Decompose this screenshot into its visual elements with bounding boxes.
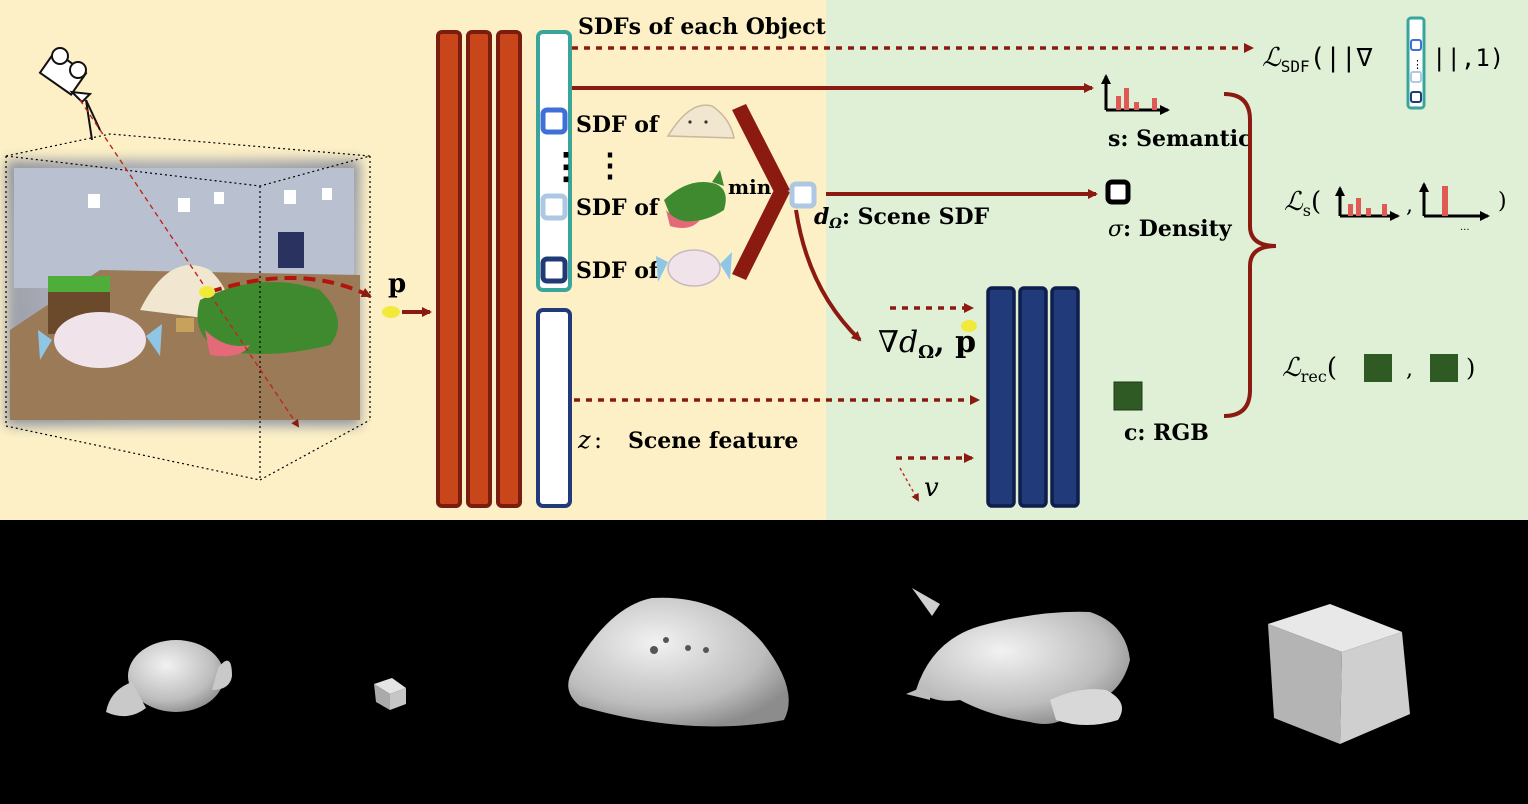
density-text: : Density bbox=[1123, 216, 1233, 242]
scene-sdf-symbol: d bbox=[814, 204, 829, 230]
gradient-symbol: ∇d bbox=[878, 325, 918, 360]
loss-semantic-gt-hist bbox=[1419, 182, 1490, 221]
loss-sdf-close: ||,1) bbox=[1432, 44, 1504, 72]
loss-rec-sub: rec bbox=[1301, 367, 1327, 386]
mesh-grass-cube bbox=[1268, 604, 1410, 744]
loss-s-open: ( bbox=[1311, 187, 1321, 217]
loss-s-sub: s bbox=[1303, 201, 1311, 220]
sdf-obj1-cell bbox=[540, 107, 568, 135]
outputs-brace bbox=[1223, 92, 1277, 418]
scene-sdf-label: dΩ: Scene SDF bbox=[814, 204, 990, 232]
loss-semantic-comma: , bbox=[1406, 193, 1413, 218]
sdf-obj2-cell bbox=[540, 193, 568, 221]
camera-ray bbox=[79, 99, 300, 428]
arrow-scene-sdf-to-gradient bbox=[794, 209, 862, 342]
loss-semantic-ellipsis: ... bbox=[1460, 222, 1470, 233]
semantic-label: s: Semantic bbox=[1108, 126, 1252, 152]
loss-rec-L: ℒ bbox=[1282, 353, 1302, 383]
gradient-label: ∇dΩ, p bbox=[878, 325, 976, 363]
scene-sdf-cell bbox=[789, 181, 817, 209]
loss-rec-open: ( bbox=[1327, 353, 1337, 383]
rgb-swatch bbox=[1113, 381, 1143, 411]
scene-photo bbox=[6, 160, 360, 426]
loss-sdf-cell-3 bbox=[1410, 91, 1422, 103]
camera-icon bbox=[38, 47, 101, 141]
loss-semantic-close: ) bbox=[1498, 189, 1507, 214]
semantic-text: : Semantic bbox=[1120, 126, 1251, 152]
loss-rec: ℒrec( bbox=[1282, 353, 1337, 386]
z-colon: : bbox=[594, 426, 602, 454]
object-thumb-crocodile bbox=[664, 170, 726, 228]
loss-sdf-L: ℒ bbox=[1262, 43, 1282, 73]
scene-sdf-sub: Ω bbox=[828, 216, 842, 232]
sdf-obj3-cell bbox=[540, 256, 568, 284]
semantic-histogram-icon bbox=[1101, 74, 1170, 115]
loss-sdf: ℒSDF(||∇ bbox=[1262, 43, 1373, 76]
scene-sdf-text: : Scene SDF bbox=[842, 204, 990, 230]
object-sdf-column bbox=[536, 30, 572, 292]
gradient-sub: Ω bbox=[918, 342, 934, 363]
point-p-label: p bbox=[388, 269, 406, 299]
view-dir-label: v bbox=[924, 473, 939, 503]
loss-sdf-cell-1 bbox=[1410, 39, 1422, 51]
density-label: σ: Density bbox=[1108, 216, 1233, 242]
object-thumb-rice-ball bbox=[666, 104, 735, 139]
loss-semantic-pred-hist bbox=[1335, 186, 1400, 221]
sdf-of-label-1: SDF of bbox=[576, 112, 660, 138]
rgb-key: c bbox=[1124, 420, 1137, 446]
loss-semantic: ℒs( bbox=[1284, 187, 1321, 220]
loss-sdf-cell-2 bbox=[1410, 71, 1422, 83]
scene-feature-column bbox=[536, 308, 572, 508]
semantic-key: s bbox=[1108, 126, 1120, 152]
mesh-rice-ball bbox=[568, 597, 789, 727]
min-operator-chevron bbox=[732, 104, 790, 280]
encoder-mlp bbox=[436, 30, 522, 508]
mesh-crocodile bbox=[906, 588, 1130, 725]
sdfs-of-each-object-label: SDFs of each Object bbox=[578, 14, 827, 40]
rgb-text: : RGB bbox=[1137, 420, 1208, 446]
loss-rec-close: ) bbox=[1466, 354, 1475, 382]
density-key: σ bbox=[1108, 217, 1124, 242]
density-icon bbox=[1105, 179, 1131, 205]
sampled-ray-arc bbox=[209, 275, 372, 298]
rgb-label: c: RGB bbox=[1124, 420, 1209, 446]
loss-rec-pred-swatch bbox=[1364, 354, 1392, 382]
min-label: min bbox=[728, 175, 772, 199]
sdf-of-vdots: ⋮ bbox=[594, 146, 626, 184]
loss-rec-comma: , bbox=[1406, 357, 1413, 382]
sdf-of-label-3: SDF of bbox=[576, 258, 660, 284]
loss-sdf-vdots: ⋮ bbox=[1412, 58, 1423, 71]
sample-point-in-scene bbox=[199, 286, 215, 298]
view-dir-small-arrow bbox=[899, 467, 919, 502]
mesh-small-cube bbox=[374, 678, 406, 710]
sdf-of-label-2: SDF of bbox=[576, 195, 660, 221]
decoder-mlp bbox=[986, 286, 1080, 508]
loss-sdf-sub: SDF bbox=[1281, 57, 1310, 76]
z-label: z bbox=[577, 426, 591, 454]
point-p-dot-decoder bbox=[961, 320, 977, 332]
scene-bounding-box bbox=[5, 133, 371, 481]
loss-sdf-open: (||∇ bbox=[1310, 43, 1373, 73]
loss-rec-gt-swatch bbox=[1430, 354, 1458, 382]
object-thumb-candy bbox=[656, 249, 732, 287]
mesh-candy bbox=[106, 640, 232, 717]
scene-feature-label: Scene feature bbox=[628, 428, 798, 454]
loss-s-L: ℒ bbox=[1284, 187, 1304, 217]
point-p-dot bbox=[382, 306, 400, 318]
sdf-column-vdots: ⋮ bbox=[548, 145, 584, 187]
